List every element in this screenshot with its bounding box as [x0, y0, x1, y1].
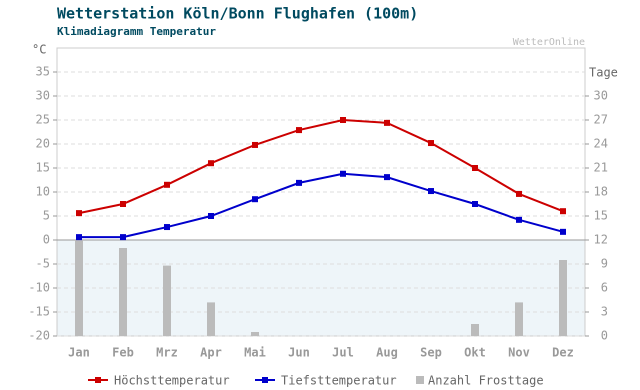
- point: [560, 228, 566, 235]
- y-tick-label: -5: [36, 257, 50, 271]
- point: [428, 140, 434, 147]
- bar: [163, 265, 171, 336]
- y2-tick-label: 3: [601, 305, 608, 319]
- x-tick-label: Okt: [464, 346, 486, 360]
- point: [208, 213, 214, 219]
- x-tick-label: Jan: [68, 346, 90, 360]
- point: [296, 179, 302, 186]
- y-tick-label: 35: [36, 65, 50, 79]
- chart-subtitle: Klimadiagramm Temperatur: [57, 25, 216, 38]
- y2-tick-label: 12: [594, 233, 608, 247]
- bar: [251, 332, 259, 336]
- x-tick-label: Sep: [420, 346, 442, 360]
- point: [384, 174, 390, 181]
- y-tick-label: 15: [36, 161, 50, 175]
- point: [516, 190, 522, 197]
- source: WetterOnline: [513, 37, 585, 48]
- y2-tick-label: 27: [594, 113, 608, 127]
- y-tick-label: -10: [28, 281, 50, 295]
- point: [120, 234, 126, 241]
- x-tick-label: Feb: [112, 346, 134, 360]
- y2-tick-label: 30: [594, 89, 608, 103]
- legend-label: Höchsttemperatur: [114, 374, 230, 388]
- point: [472, 165, 478, 171]
- point: [428, 188, 434, 195]
- line: [79, 172, 564, 239]
- point: [560, 208, 566, 215]
- point: [516, 216, 522, 223]
- point: [340, 117, 346, 123]
- y-tick-label: 20: [36, 137, 50, 151]
- point: [384, 119, 390, 126]
- bar: [559, 260, 567, 336]
- point: [120, 201, 126, 207]
- point: [164, 224, 170, 231]
- point: [296, 127, 302, 134]
- line: [78, 118, 564, 215]
- x-tick-label: Mai: [244, 346, 266, 360]
- y-tick-label: 25: [36, 113, 50, 127]
- bar: [119, 248, 127, 336]
- y-tick-label: 30: [36, 89, 50, 103]
- legend-label: Anzahl Frosttage: [428, 374, 544, 388]
- x-tick-label: Aug: [376, 346, 398, 360]
- y2-tick-label: 6: [601, 281, 608, 295]
- legend-marker: [416, 376, 424, 384]
- legend-label: Tiefsttemperatur: [281, 374, 397, 388]
- x-tick-label: Jul: [332, 346, 354, 360]
- legend-marker: [262, 377, 268, 383]
- y2-tick-label: 0: [601, 329, 608, 343]
- y2-tick-label: 9: [601, 257, 608, 271]
- bar: [207, 302, 215, 336]
- chart-title: Wetterstation Köln/Bonn Flughafen (100m): [57, 5, 418, 23]
- point: [164, 181, 170, 188]
- y-tick-label: 5: [43, 209, 50, 223]
- y2-tick-label: 24: [594, 137, 608, 151]
- point: [252, 196, 258, 203]
- x-tick-label: Mrz: [156, 346, 178, 360]
- x-tick-label: Jun: [288, 346, 310, 360]
- y2-axis-label: Tage: [589, 66, 618, 80]
- x-tick-label: Nov: [508, 346, 530, 360]
- y-tick-label: 0: [43, 233, 50, 247]
- bar: [471, 324, 479, 336]
- x-tick-label: Dez: [552, 346, 574, 360]
- y-tick-label: -20: [28, 329, 50, 343]
- point: [76, 234, 82, 241]
- point: [252, 141, 258, 148]
- bar: [515, 302, 523, 336]
- y2-tick-label: 18: [594, 185, 608, 199]
- y2-tick-label: 21: [594, 161, 608, 175]
- point: [76, 210, 82, 217]
- y-tick-label: -15: [28, 305, 50, 319]
- bar: [75, 240, 83, 336]
- point: [208, 160, 214, 167]
- legend-marker: [95, 377, 101, 383]
- point: [340, 170, 346, 177]
- y2-tick-label: 15: [594, 209, 608, 223]
- point: [472, 201, 478, 207]
- y-axis-label: °C: [32, 43, 46, 57]
- y-tick-label: 10: [36, 185, 50, 199]
- x-tick-label: Apr: [200, 346, 222, 360]
